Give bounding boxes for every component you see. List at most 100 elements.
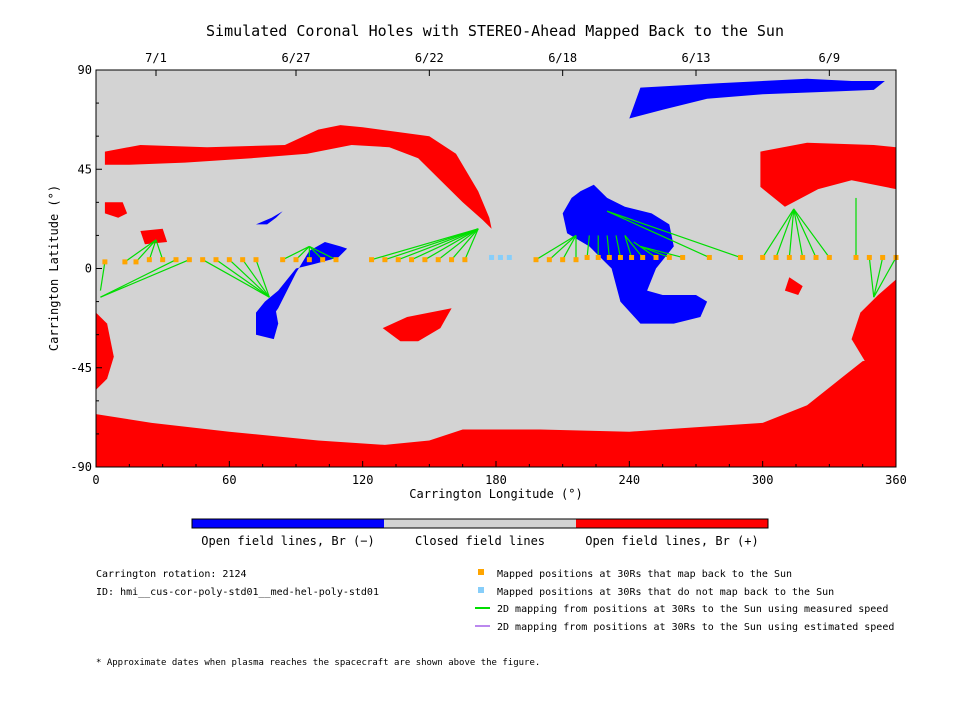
coronal-hole-positive-0 [96,356,896,467]
x-tick-label-0: 0 [92,473,99,487]
colorbar-frame [191,518,769,529]
mapping-line-4 [155,239,164,260]
coronal-hole-negative-12 [256,211,283,225]
date-tick-label-0: 7/1 [145,51,167,65]
mapped-point-30 [595,254,601,260]
mapped-point-28 [573,257,579,263]
mapping-line-19 [398,228,479,261]
mapped-point-43 [800,254,806,260]
mapping-line-43 [793,208,804,258]
mapped-point-38 [706,254,712,260]
mapped-point-42 [786,254,792,260]
y-axis-ticks: 90 45 0 -45 -90 [70,63,102,474]
mapping-line-7 [202,259,270,298]
mapping-line-17 [371,228,479,261]
mapped-point-24 [462,257,468,263]
mapped-point-25 [533,257,539,263]
mapped-point-31 [606,254,612,260]
x-tick-label-5: 300 [752,473,774,487]
mapping-line-38 [606,210,710,259]
mapping-line-29 [586,235,590,258]
mapped-point-46 [853,254,859,260]
mapped-point-23 [449,257,455,263]
mapped-point-33 [629,254,635,260]
mapping-line-25 [535,234,577,261]
mapping-line-18 [384,228,479,261]
legend-marker-unmapped [478,587,484,593]
mapped-point-3 [146,257,152,263]
coronal-hole-positive-8 [784,277,803,295]
mapping-line-33 [624,235,633,258]
mapped-point-15 [320,257,326,263]
mapped-point-4 [160,257,166,263]
coronal-hole-positive-3 [104,125,492,229]
mapped-point-7 [200,257,206,263]
mapping-line-1 [124,239,157,263]
mapping-line-41 [775,208,795,258]
mapping-line-42 [788,208,795,258]
mapped-point-9 [226,257,232,263]
coronal-hole-regions [96,78,896,467]
carrington-rotation: Carrington rotation: 2124 [96,569,247,580]
mapping-line-40 [762,208,795,258]
mapped-points [102,254,899,265]
date-tick-label-3: 6/18 [548,51,577,65]
mapped-point-12 [280,257,286,263]
y-tick-label-2: 0 [85,262,92,276]
mapping-line-26 [548,234,577,261]
mapping-line-2 [135,239,157,263]
mapped-point-29 [584,254,590,260]
mapping-line-3 [148,239,157,260]
mapping-line-10 [242,259,270,298]
x-tick-label-6: 360 [885,473,907,487]
mapped-point-5 [173,257,179,263]
legend-label-measured: 2D mapping from positions at 30Rs to the… [497,604,888,615]
x-tick-label-2: 120 [352,473,374,487]
legend-label-unmapped: Mapped positions at 30Rs that do not map… [497,587,834,598]
legend-marker-mapped [478,569,484,575]
colorbar: Open field lines, Br (−) Closed field li… [191,518,769,548]
mapping-line-32 [615,235,622,258]
mapped-point-41 [773,254,779,260]
legend: Mapped positions at 30Rs that map back t… [475,569,894,633]
unmapped-point-2 [506,254,512,260]
unmapped-point-0 [489,254,495,260]
coronal-hole-negative-9 [629,78,885,119]
mapped-point-2 [133,259,139,265]
mapping-line-8 [215,259,270,298]
mapping-line-5 [100,259,177,298]
mapped-point-13 [293,257,299,263]
footnote: * Approximate dates when plasma reaches … [96,658,540,668]
mapping-line-22 [437,228,479,261]
legend-label-mapped: Mapped positions at 30Rs that map back t… [497,569,792,580]
mapped-point-37 [680,254,686,260]
mapping-line-9 [228,259,270,298]
mapping-line-20 [411,228,479,261]
mapped-point-22 [435,257,441,263]
y-tick-label-1: 45 [78,162,92,176]
mapping-line-47 [868,257,875,298]
chart-title: Simulated Coronal Holes with STEREO-Ahea… [206,22,784,40]
y-tick-label-3: -45 [70,361,92,375]
mapped-point-27 [560,257,566,263]
coronal-hole-negative-10 [562,184,708,324]
coronal-hole-negative-13 [256,299,279,340]
colorbar-closed [384,519,576,528]
coronal-hole-positive-2 [851,279,896,375]
mapping-line-31 [606,235,610,258]
x-tick-label-1: 60 [222,473,236,487]
mapping-line-0 [99,261,106,291]
mapping-line-45 [793,208,830,258]
mapped-point-45 [826,254,832,260]
mapping-line-11 [255,259,270,298]
colorbar-positive [576,519,768,528]
mapped-point-1 [122,259,128,265]
mapped-point-14 [306,257,312,263]
x-tick-label-3: 180 [485,473,507,487]
x-tick-label-4: 240 [618,473,640,487]
mapped-point-11 [253,257,259,263]
mapped-point-18 [382,257,388,263]
mapped-point-20 [409,257,415,263]
plot-area [95,69,899,468]
